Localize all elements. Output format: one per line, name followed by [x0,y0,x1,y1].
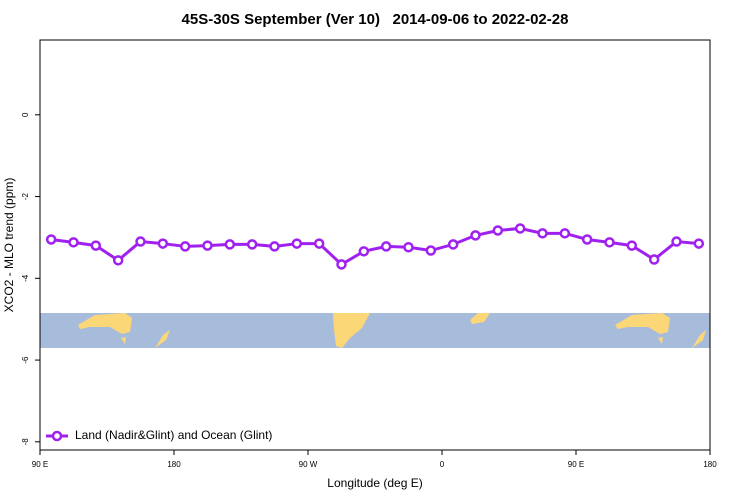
point [45,234,57,245]
point [559,228,571,239]
point [425,245,437,256]
y-tick-label: -8 [21,438,30,446]
point [269,241,280,252]
map-strip [40,313,710,348]
x-tick-label: 0 [440,460,445,469]
point [313,238,325,249]
point [90,240,102,251]
point [135,236,146,247]
x-axis-label: Longitude (deg E) [327,476,422,490]
y-tick-label: -6 [21,356,30,364]
point [179,241,191,252]
x-tick-label: 180 [167,460,181,469]
point [380,241,392,252]
x-tick-label: 90 W [299,460,318,469]
point [581,234,593,245]
x-tick-label: 90 E [32,460,48,469]
point [671,236,682,247]
point [202,240,213,251]
y-axis-label: XCO2 - MLO trend (ppm) [2,178,16,313]
point [112,255,124,266]
y-tick-label: -2 [21,192,30,200]
point [626,240,638,251]
point [470,230,481,241]
y-tick-label: -4 [21,274,30,282]
point [447,239,459,250]
chart-title: 45S-30S September (Ver 10) 2014-09-06 to… [182,11,569,28]
x-tick-label: 180 [703,460,717,469]
point [68,237,79,248]
point [492,225,504,236]
legend-label: Land (Nadir&Glint) and Ocean (Glint) [75,428,272,442]
point [246,239,258,250]
point [403,241,414,253]
point [336,259,347,270]
point [358,246,370,257]
point [224,239,236,250]
point [537,228,548,239]
point [291,238,303,249]
y-tick-label: 0 [21,112,30,117]
point [604,237,615,248]
point [648,254,660,265]
legend-marker [51,430,63,442]
series-line [50,226,699,267]
point [157,238,169,249]
point [693,238,705,249]
point [514,223,526,234]
plot-frame [39,39,711,451]
x-tick-label: 90 E [568,460,584,469]
